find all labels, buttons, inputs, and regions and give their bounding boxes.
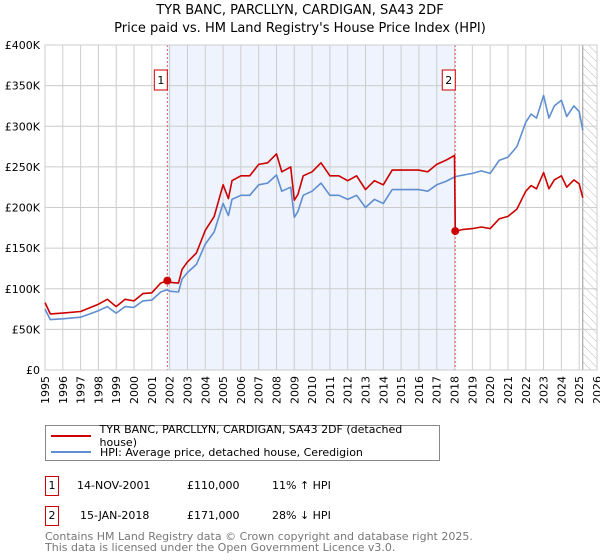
- y-tick-label: £50K: [12, 323, 41, 336]
- sale-label: 2: [445, 74, 452, 87]
- x-tick-label: 2016: [413, 376, 426, 404]
- legend-label-hpi: HPI: Average price, detached house, Cere…: [100, 445, 363, 459]
- x-tick-label: 2011: [324, 376, 337, 404]
- x-tick-label: 2023: [538, 376, 551, 404]
- x-tick-label: 2021: [502, 376, 515, 404]
- x-tick-label: 2017: [431, 376, 444, 404]
- sale-price: £171,000: [187, 509, 240, 522]
- y-tick-label: £400K: [5, 39, 41, 52]
- x-tick-label: 2022: [520, 376, 533, 404]
- sale-number-badge: 2: [45, 506, 59, 526]
- x-tick-label: 2000: [128, 376, 141, 404]
- sale-label-box: [441, 69, 456, 91]
- sale-price: £110,000: [187, 479, 240, 492]
- sale-row: 2 15-JAN-2018 £171,000 28% ↓ HPI: [45, 506, 545, 528]
- x-tick-label: 2001: [146, 376, 159, 404]
- hpi-series-line: [44, 94, 584, 321]
- legend-swatch-price: [51, 435, 91, 437]
- x-tick-label: 2009: [288, 376, 301, 404]
- sale-hpi-diff: 28% ↓ HPI: [272, 509, 331, 522]
- sale-hpi-diff: 11% ↑ HPI: [272, 479, 331, 492]
- price-chart: 1 2 1995 1996 1997 1998 1999 2000 2001 2002 2003 20…: [5, 39, 600, 404]
- footer-licence: This data is licensed under the Open Gov…: [45, 541, 396, 554]
- x-tick-label: 1998: [92, 376, 105, 404]
- x-tick-label: 2013: [360, 376, 373, 404]
- x-tick-label: 2006: [235, 376, 248, 404]
- x-tick-label: 2002: [164, 376, 177, 404]
- sale-label: 1: [157, 74, 164, 87]
- price-series-line: [44, 153, 584, 315]
- x-tick-label: 1997: [75, 376, 88, 404]
- chart-title: TYR BANC, PARCLLYN, CARDIGAN, SA43 2DF: [156, 3, 444, 18]
- x-tick-label: 2014: [377, 376, 390, 404]
- y-tick-label: £250K: [5, 161, 41, 174]
- x-tick-label: 2018: [449, 376, 462, 404]
- x-tick-label: 2007: [253, 376, 266, 404]
- sale-date: 14-NOV-2001: [77, 479, 151, 492]
- x-tick-label: 2026: [591, 376, 600, 404]
- x-tick-label: 2025: [573, 376, 586, 404]
- x-tick-label: 2005: [217, 376, 230, 404]
- y-tick-label: £300K: [5, 120, 41, 133]
- sale-point: [163, 276, 172, 285]
- x-tick-label: 2010: [306, 376, 319, 404]
- x-tick-label: 2024: [555, 376, 568, 404]
- sale-date: 15-JAN-2018: [80, 509, 150, 522]
- chart-legend: TYR BANC, PARCLLYN, CARDIGAN, SA43 2DF (…: [45, 423, 440, 461]
- x-tick-label: 1995: [39, 376, 52, 404]
- x-tick-label: 2020: [484, 376, 497, 404]
- legend-label-price: TYR BANC, PARCLLYN, CARDIGAN, SA43 2DF (…: [99, 423, 403, 449]
- plot-border: [44, 44, 598, 371]
- footer-copyright: Contains HM Land Registry data © Crown c…: [45, 530, 473, 543]
- x-tick-label: 2015: [395, 376, 408, 404]
- sale-number-badge: 1: [45, 476, 59, 496]
- x-tick-label: 2012: [342, 376, 355, 404]
- y-tick-label: £0: [26, 364, 40, 377]
- footer: Contains HM Land Registry data © Crown c…: [45, 531, 473, 553]
- sale-point: [451, 227, 460, 236]
- y-tick-label: £150K: [5, 242, 41, 255]
- sale-row: 1 14-NOV-2001 £110,000 11% ↑ HPI: [45, 476, 545, 498]
- x-tick-label: 2004: [199, 376, 212, 404]
- x-tick-label: 2003: [181, 376, 194, 404]
- legend-item-hpi: HPI: Average price, detached house, Cere…: [51, 444, 363, 460]
- legend-item-price: TYR BANC, PARCLLYN, CARDIGAN, SA43 2DF (…: [51, 423, 439, 449]
- chart-subtitle: Price paid vs. HM Land Registry's House …: [114, 21, 486, 36]
- x-tick-label: 2008: [270, 376, 283, 404]
- x-tick-label: 2019: [466, 376, 479, 404]
- legend-swatch-hpi: [51, 451, 91, 453]
- x-tick-label: 1999: [110, 376, 123, 404]
- y-tick-label: £100K: [5, 283, 41, 296]
- sale-label-box: [153, 69, 168, 91]
- x-tick-label: 1996: [57, 376, 70, 404]
- y-tick-label: £200K: [5, 202, 41, 215]
- y-tick-label: £350K: [5, 80, 41, 93]
